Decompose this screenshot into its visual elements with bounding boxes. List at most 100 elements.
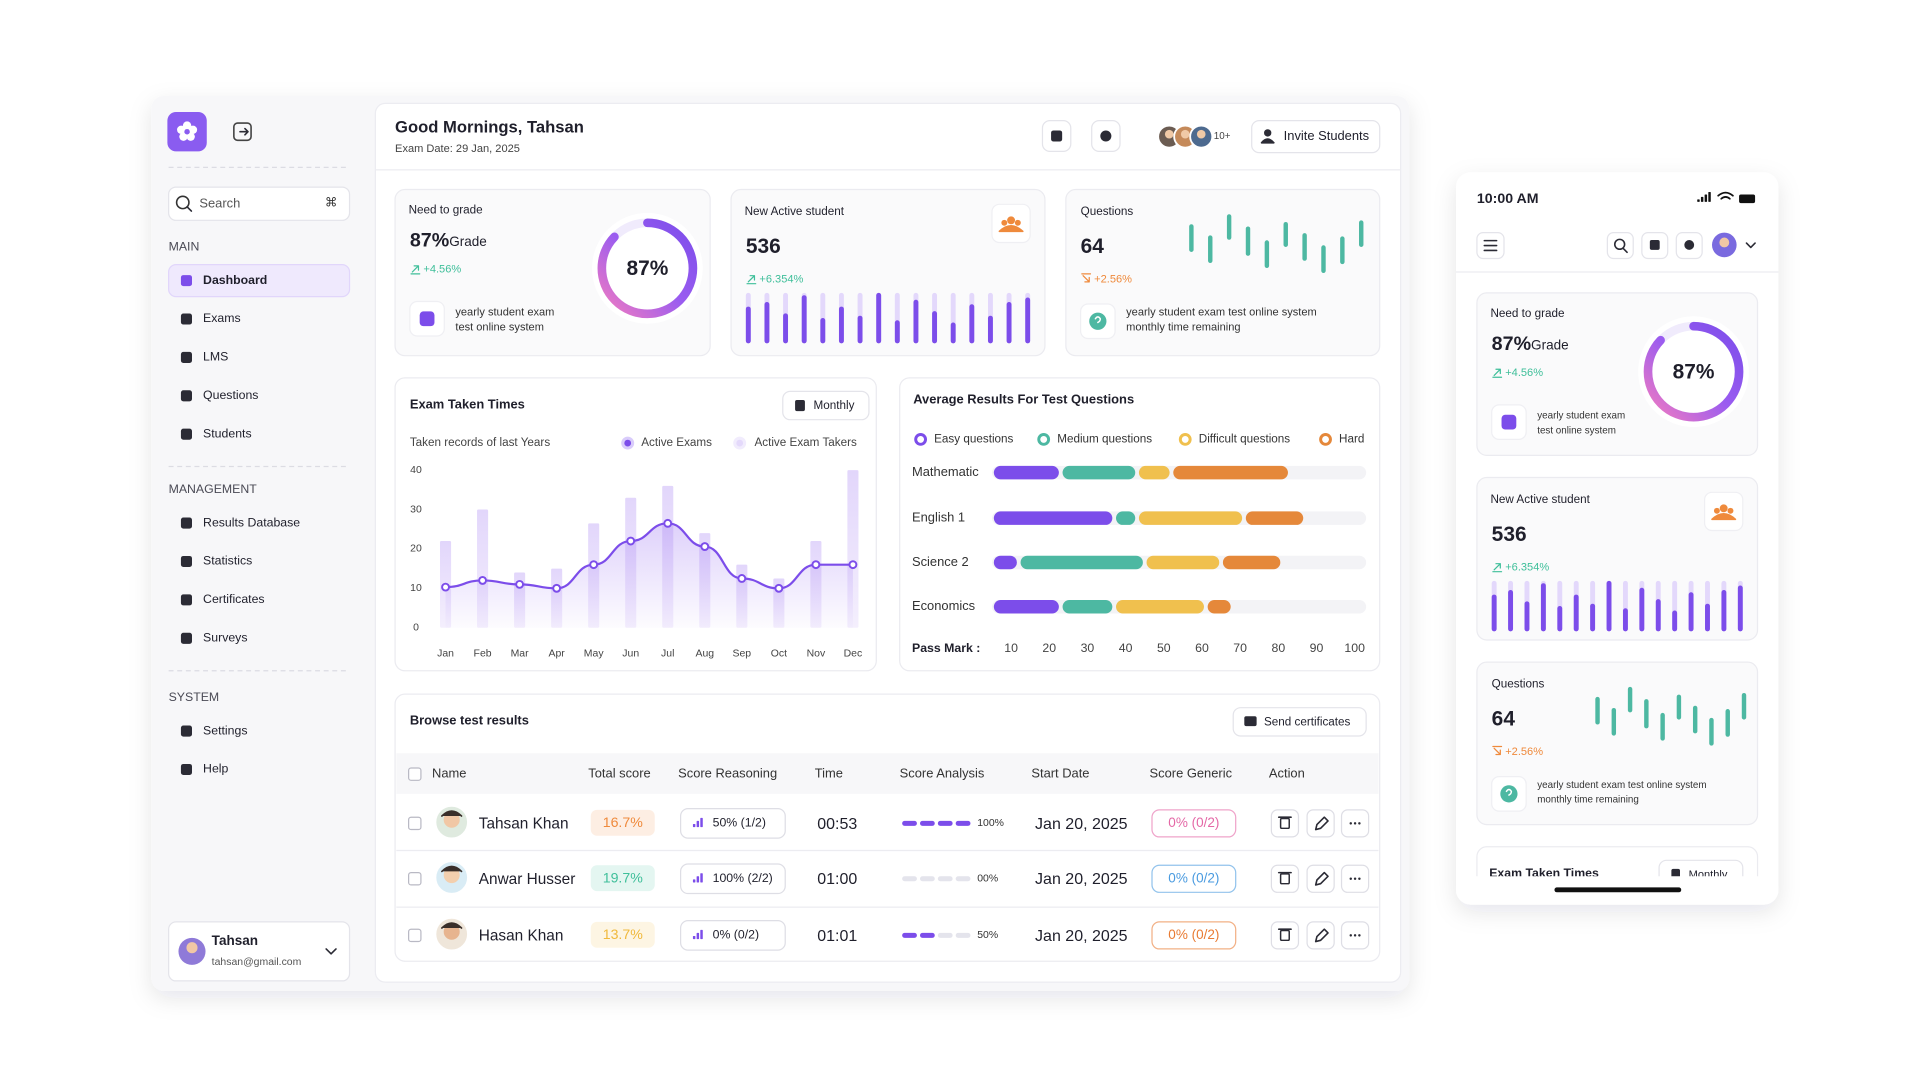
start-date: Jan 20, 2025 xyxy=(1035,928,1128,945)
nav-icon xyxy=(180,517,192,529)
score-pill xyxy=(590,865,655,892)
edit-button[interactable] xyxy=(1306,809,1335,838)
student-name: Hasan Khan xyxy=(479,928,564,945)
nav-item[interactable]: Certificates xyxy=(203,592,265,606)
bar-segment xyxy=(1222,555,1281,570)
trash-icon xyxy=(1279,817,1290,830)
stat-card xyxy=(1476,661,1759,826)
signal-icon xyxy=(700,817,703,828)
point xyxy=(811,560,821,570)
checkbox[interactable] xyxy=(408,872,422,886)
nav-item[interactable]: Dashboard xyxy=(203,273,267,287)
signal-icon xyxy=(1708,192,1711,202)
row-avatar xyxy=(441,810,463,817)
reasoning-pill xyxy=(680,920,786,951)
row-avatar xyxy=(441,922,463,929)
delete-button[interactable] xyxy=(1270,809,1300,838)
more-icon xyxy=(1358,934,1361,937)
stat-card xyxy=(1476,476,1759,641)
card-value: 536 xyxy=(1492,523,1527,546)
note-icon xyxy=(419,311,435,327)
collapse-button[interactable] xyxy=(233,122,252,142)
stat-card xyxy=(1065,188,1381,357)
bar-segment xyxy=(993,555,1017,570)
mobile-partial-chart: Exam Taken Times Monthly xyxy=(1476,846,1759,887)
calendar-icon xyxy=(795,400,805,412)
note-icon xyxy=(1500,785,1518,803)
note-icon xyxy=(1505,788,1513,796)
x-tick-label: Feb xyxy=(474,648,492,659)
card-icon xyxy=(1727,507,1734,514)
search-icon xyxy=(175,195,190,210)
trend-icon xyxy=(1492,745,1503,756)
column-header: Score Reasoning xyxy=(678,766,777,781)
period-button[interactable] xyxy=(782,390,870,421)
delete-button[interactable] xyxy=(1270,921,1300,950)
nav-item[interactable]: Settings xyxy=(203,723,247,737)
period-button[interactable] xyxy=(1658,859,1744,887)
card-icon xyxy=(998,225,1024,233)
x-tick-label: Oct xyxy=(771,648,787,659)
point xyxy=(589,560,599,570)
table-header xyxy=(396,753,1379,794)
send-button[interactable] xyxy=(1232,707,1367,737)
nav-item[interactable]: LMS xyxy=(203,350,228,364)
wifi-icon xyxy=(1717,191,1734,200)
ring-progress xyxy=(1643,321,1744,422)
delete-button[interactable] xyxy=(1270,864,1300,893)
start-date: Jan 20, 2025 xyxy=(1035,871,1128,888)
card-icon xyxy=(1719,504,1728,513)
logo-petal xyxy=(186,132,195,141)
icon xyxy=(1100,130,1112,142)
nav-item[interactable]: Questions xyxy=(203,388,258,402)
checkbox[interactable] xyxy=(408,928,422,943)
edit-button[interactable] xyxy=(1306,921,1335,950)
nav-item[interactable]: Help xyxy=(203,762,228,776)
user-avatar xyxy=(186,942,198,954)
x-tick-label: 20 xyxy=(1042,641,1056,655)
table-title: Browse test results xyxy=(410,713,529,728)
nav-item[interactable]: Exams xyxy=(203,311,241,325)
avatar xyxy=(1180,129,1190,139)
signal-icon xyxy=(700,873,703,883)
point xyxy=(848,560,858,570)
point xyxy=(737,574,747,583)
generic-pill xyxy=(1151,809,1237,838)
checkbox[interactable] xyxy=(408,767,422,781)
ring-progress xyxy=(597,218,698,319)
nav-icon xyxy=(180,351,192,363)
user-card[interactable] xyxy=(168,921,351,982)
nav-item[interactable]: Surveys xyxy=(203,631,247,645)
card-change: +2.56% xyxy=(1094,273,1132,285)
card-note: monthly time remaining xyxy=(1126,321,1240,333)
trend-icon xyxy=(410,265,421,275)
analysis-label: 00% xyxy=(977,874,998,885)
edit-button[interactable] xyxy=(1306,864,1335,893)
chart-title: Exam Taken Times xyxy=(410,396,525,411)
nav-item[interactable]: Statistics xyxy=(203,554,252,568)
analysis-segment xyxy=(937,876,953,882)
avatar-count: 10+ xyxy=(1214,131,1231,142)
nav-item[interactable]: Results Database xyxy=(203,515,300,529)
x-tick-label: 10 xyxy=(1004,641,1018,655)
card-change: +2.56% xyxy=(1505,746,1543,758)
student-name: Anwar Husser xyxy=(479,871,576,888)
search-box[interactable] xyxy=(168,186,351,221)
category-label: Economics xyxy=(912,598,975,613)
status-time: 10:00 AM xyxy=(1477,190,1539,206)
icon-button[interactable] xyxy=(1606,232,1634,260)
bar-segment xyxy=(1062,600,1113,614)
avatar xyxy=(1164,129,1174,139)
legend-label: Difficult questions xyxy=(1199,432,1291,445)
nav-item[interactable]: Students xyxy=(203,426,252,440)
search-shortcut: ⌘ xyxy=(325,195,337,209)
invite-button[interactable] xyxy=(1251,120,1381,154)
icon xyxy=(1260,138,1275,144)
total-score: 13.7% xyxy=(603,926,644,942)
more-icon xyxy=(1358,822,1361,825)
checkbox[interactable] xyxy=(408,816,422,831)
search-icon xyxy=(1613,238,1626,251)
period-label: Monthly xyxy=(814,399,855,412)
legend-label: Medium questions xyxy=(1057,432,1152,445)
card-title: Need to grade xyxy=(409,204,483,217)
